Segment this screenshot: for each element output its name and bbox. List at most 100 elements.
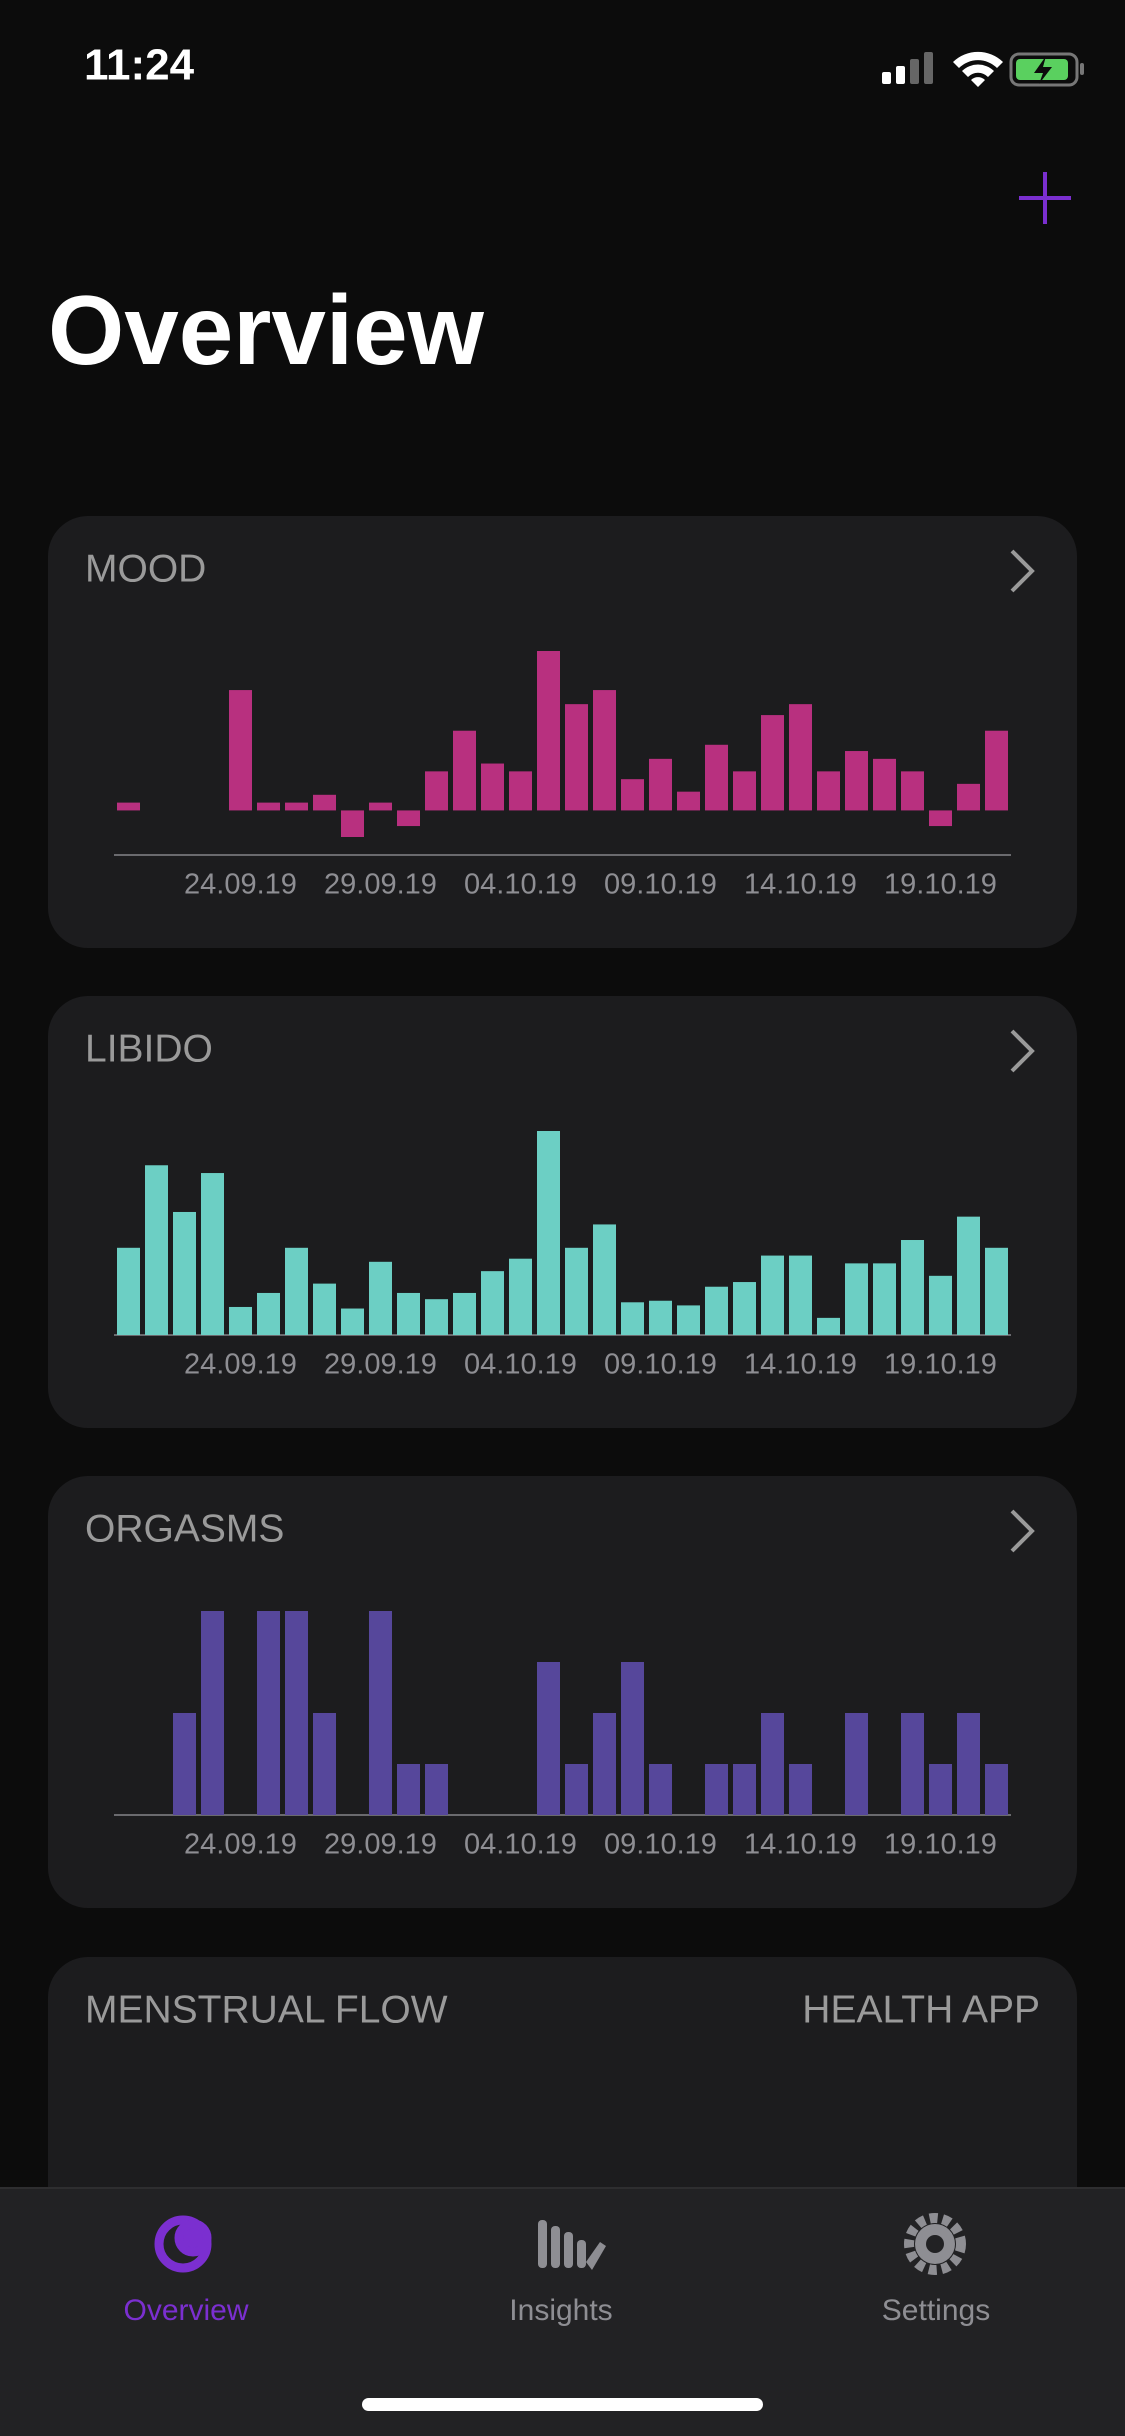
card-title: MENSTRUAL FLOW	[85, 1988, 448, 2031]
card-action[interactable]: HEALTH APP	[802, 1988, 1040, 2031]
tab-label[interactable]: Insights	[509, 2294, 612, 2327]
bar	[761, 1713, 784, 1815]
chevron[interactable]	[1010, 1029, 1035, 1073]
bar	[873, 758, 896, 811]
bar	[397, 1292, 420, 1335]
bar	[285, 1247, 308, 1335]
status-icons	[882, 51, 1084, 87]
bar	[453, 1292, 476, 1335]
bar	[901, 771, 924, 811]
bar	[257, 1292, 280, 1335]
bar	[173, 1211, 196, 1335]
card[interactable]	[48, 516, 1077, 948]
card-title: MOOD	[85, 547, 206, 590]
tab-label[interactable]: Settings	[882, 2294, 990, 2327]
x-tick-label: 19.10.19	[884, 1829, 997, 1861]
bar	[789, 704, 812, 811]
bar	[901, 1713, 924, 1815]
bar	[593, 1224, 616, 1335]
bar	[481, 763, 504, 811]
card-title: LIBIDO	[85, 1027, 213, 1070]
bar	[621, 1302, 644, 1335]
bar	[369, 1261, 392, 1335]
status-time: 11:24	[84, 41, 195, 90]
settings-icon	[904, 2213, 966, 2275]
x-tick-label: 04.10.19	[464, 869, 577, 901]
card[interactable]	[48, 1957, 1077, 2257]
bar	[677, 791, 700, 811]
bar	[397, 810, 420, 827]
bar	[705, 744, 728, 811]
bar	[313, 1713, 336, 1815]
bar	[509, 1258, 532, 1335]
bar	[397, 1764, 420, 1815]
bar	[789, 1764, 812, 1815]
bar	[929, 1275, 952, 1335]
bar	[621, 1662, 644, 1815]
bar	[985, 1764, 1008, 1815]
bar	[201, 1611, 224, 1815]
bar	[593, 1713, 616, 1815]
chevron[interactable]	[1010, 549, 1035, 593]
bar	[425, 1299, 448, 1335]
bar	[173, 1713, 196, 1815]
bar	[929, 1764, 952, 1815]
bar	[649, 1764, 672, 1815]
x-tick-label: 04.10.19	[464, 1349, 577, 1381]
bar	[649, 1300, 672, 1335]
bar	[313, 794, 336, 811]
bar	[733, 771, 756, 811]
bar	[229, 1306, 252, 1335]
bar	[145, 1165, 168, 1335]
x-tick-label: 14.10.19	[744, 1349, 857, 1381]
bar	[817, 771, 840, 811]
bar	[929, 810, 952, 827]
bar	[565, 1764, 588, 1815]
bar	[537, 1131, 560, 1335]
bar	[873, 1263, 896, 1335]
bar	[649, 758, 672, 811]
x-tick-label: 24.09.19	[184, 1349, 297, 1381]
insights-icon	[538, 2220, 606, 2270]
tab-label[interactable]: Overview	[123, 2294, 248, 2327]
bar	[677, 1305, 700, 1335]
bar	[957, 1216, 980, 1335]
bar	[369, 802, 392, 811]
bar	[257, 802, 280, 811]
bar	[341, 810, 364, 837]
x-tick-label: 14.10.19	[744, 869, 857, 901]
bar	[845, 751, 868, 811]
bar	[117, 1247, 140, 1335]
bar	[285, 1611, 308, 1815]
x-tick-label: 29.09.19	[324, 1829, 437, 1861]
x-tick-label: 04.10.19	[464, 1829, 577, 1861]
chevron[interactable]	[1010, 1509, 1035, 1553]
bar	[117, 802, 140, 811]
bar	[425, 1764, 448, 1815]
bar	[733, 1764, 756, 1815]
bar	[761, 715, 784, 811]
bar	[229, 690, 252, 811]
x-tick-label: 09.10.19	[604, 1829, 717, 1861]
bar	[537, 1662, 560, 1815]
home-indicator	[362, 2398, 763, 2411]
x-tick-label: 14.10.19	[744, 1829, 857, 1861]
x-tick-label: 19.10.19	[884, 1349, 997, 1381]
x-tick-label: 09.10.19	[604, 869, 717, 901]
bar	[705, 1286, 728, 1335]
x-tick-label: 24.09.19	[184, 1829, 297, 1861]
x-tick-label: 29.09.19	[324, 869, 437, 901]
bar	[761, 1255, 784, 1335]
overview-icon	[154, 2215, 212, 2273]
x-tick-label: 19.10.19	[884, 869, 997, 901]
bar	[985, 730, 1008, 811]
bar	[901, 1240, 924, 1335]
bar	[313, 1283, 336, 1335]
add-button[interactable]	[1019, 172, 1071, 224]
page-title: Overview	[48, 275, 485, 385]
bar	[705, 1764, 728, 1815]
bar	[537, 651, 560, 811]
bar	[733, 1282, 756, 1335]
bar	[845, 1713, 868, 1815]
